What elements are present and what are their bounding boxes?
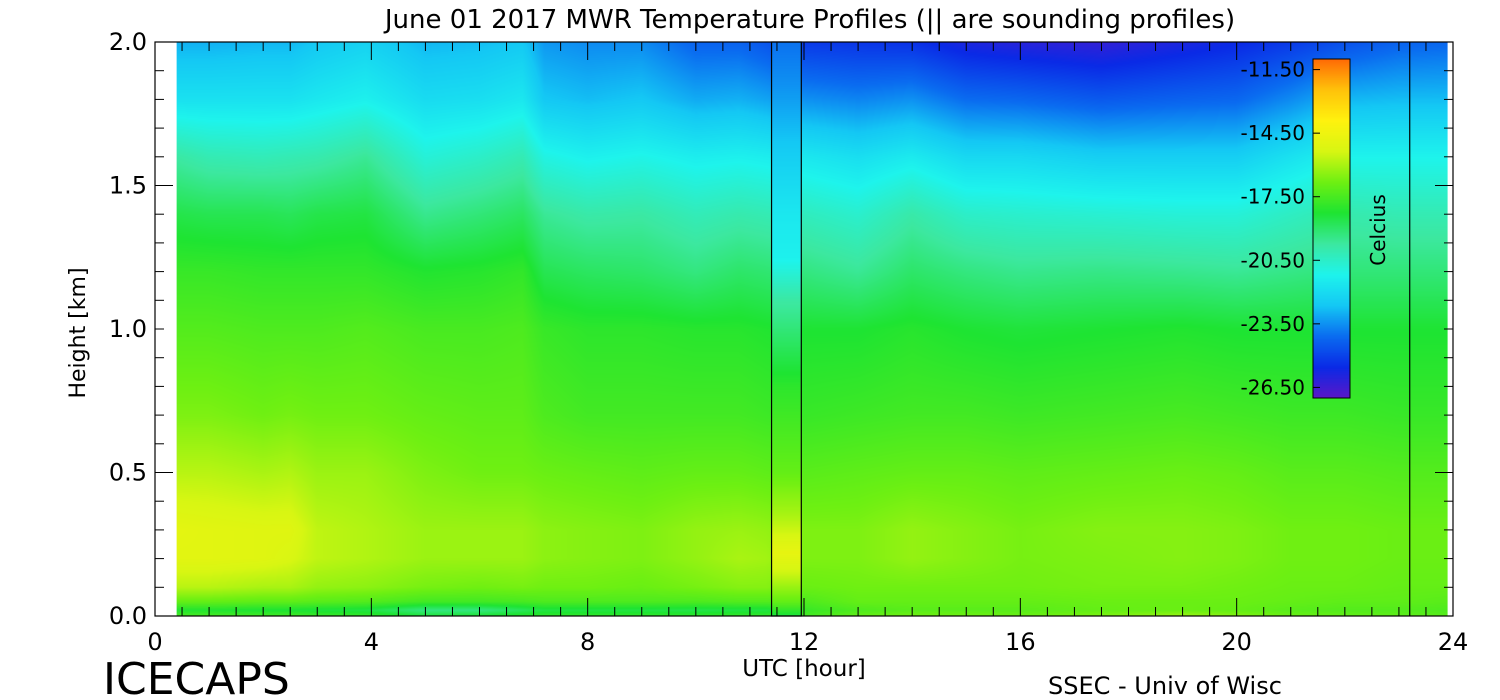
chart-title: June 01 2017 MWR Temperature Profiles (|… (383, 5, 1235, 35)
colorbar-tick-label: -11.50 (1241, 58, 1305, 82)
x-axis-tick-labels: 0 4 8 12 16 20 24 (147, 628, 1468, 656)
colorbar-tick-label: -17.50 (1241, 185, 1305, 209)
credit-text: SSEC - Univ of Wisc (1048, 672, 1282, 700)
y-tick-label: 1.0 (109, 315, 147, 343)
colorbar-gradient (1313, 59, 1350, 398)
icecaps-logo-text: ICECAPS (103, 654, 290, 700)
colorbar-tick-label: -14.50 (1241, 121, 1305, 145)
temperature-field (176, 42, 1448, 616)
colorbar: -11.50 -14.50 -17.50 -20.50 -23.50 -26.50 Cel… (1241, 58, 1390, 400)
plot-frame (154, 41, 1454, 617)
x-tick-label: 12 (789, 628, 820, 656)
x-tick-label: 0 (147, 628, 162, 656)
x-tick-label: 8 (580, 628, 595, 656)
colorbar-tick-label: -26.50 (1241, 375, 1305, 399)
colorbar-ticks: -11.50 -14.50 -17.50 -20.50 -23.50 -26.50 (1241, 58, 1320, 399)
colorbar-tick-label: -20.50 (1241, 248, 1305, 272)
x-tick-label: 24 (1438, 628, 1469, 656)
plot-area: -11.50 -14.50 -17.50 -20.50 -23.50 -26.50 Cel… (154, 41, 1454, 617)
x-axis-label: UTC [hour] (742, 656, 866, 682)
y-tick-label: 1.5 (109, 172, 147, 200)
colorbar-label: Celcius (1366, 194, 1390, 265)
colorbar-tick-label: -23.50 (1241, 312, 1305, 336)
colorbar-frame (1312, 58, 1351, 399)
y-axis-label: Height [km] (66, 267, 91, 398)
sounding-column-fill (771, 42, 802, 616)
y-tick-label: 0.0 (109, 602, 147, 630)
y-axis-tick-labels: 0.0 0.5 1.0 1.5 2.0 (109, 28, 147, 630)
x-tick-label: 20 (1221, 628, 1252, 656)
y-tick-label: 0.5 (109, 459, 147, 487)
x-tick-label: 4 (364, 628, 379, 656)
x-tick-label: 16 (1005, 628, 1036, 656)
y-tick-label: 2.0 (109, 28, 147, 56)
